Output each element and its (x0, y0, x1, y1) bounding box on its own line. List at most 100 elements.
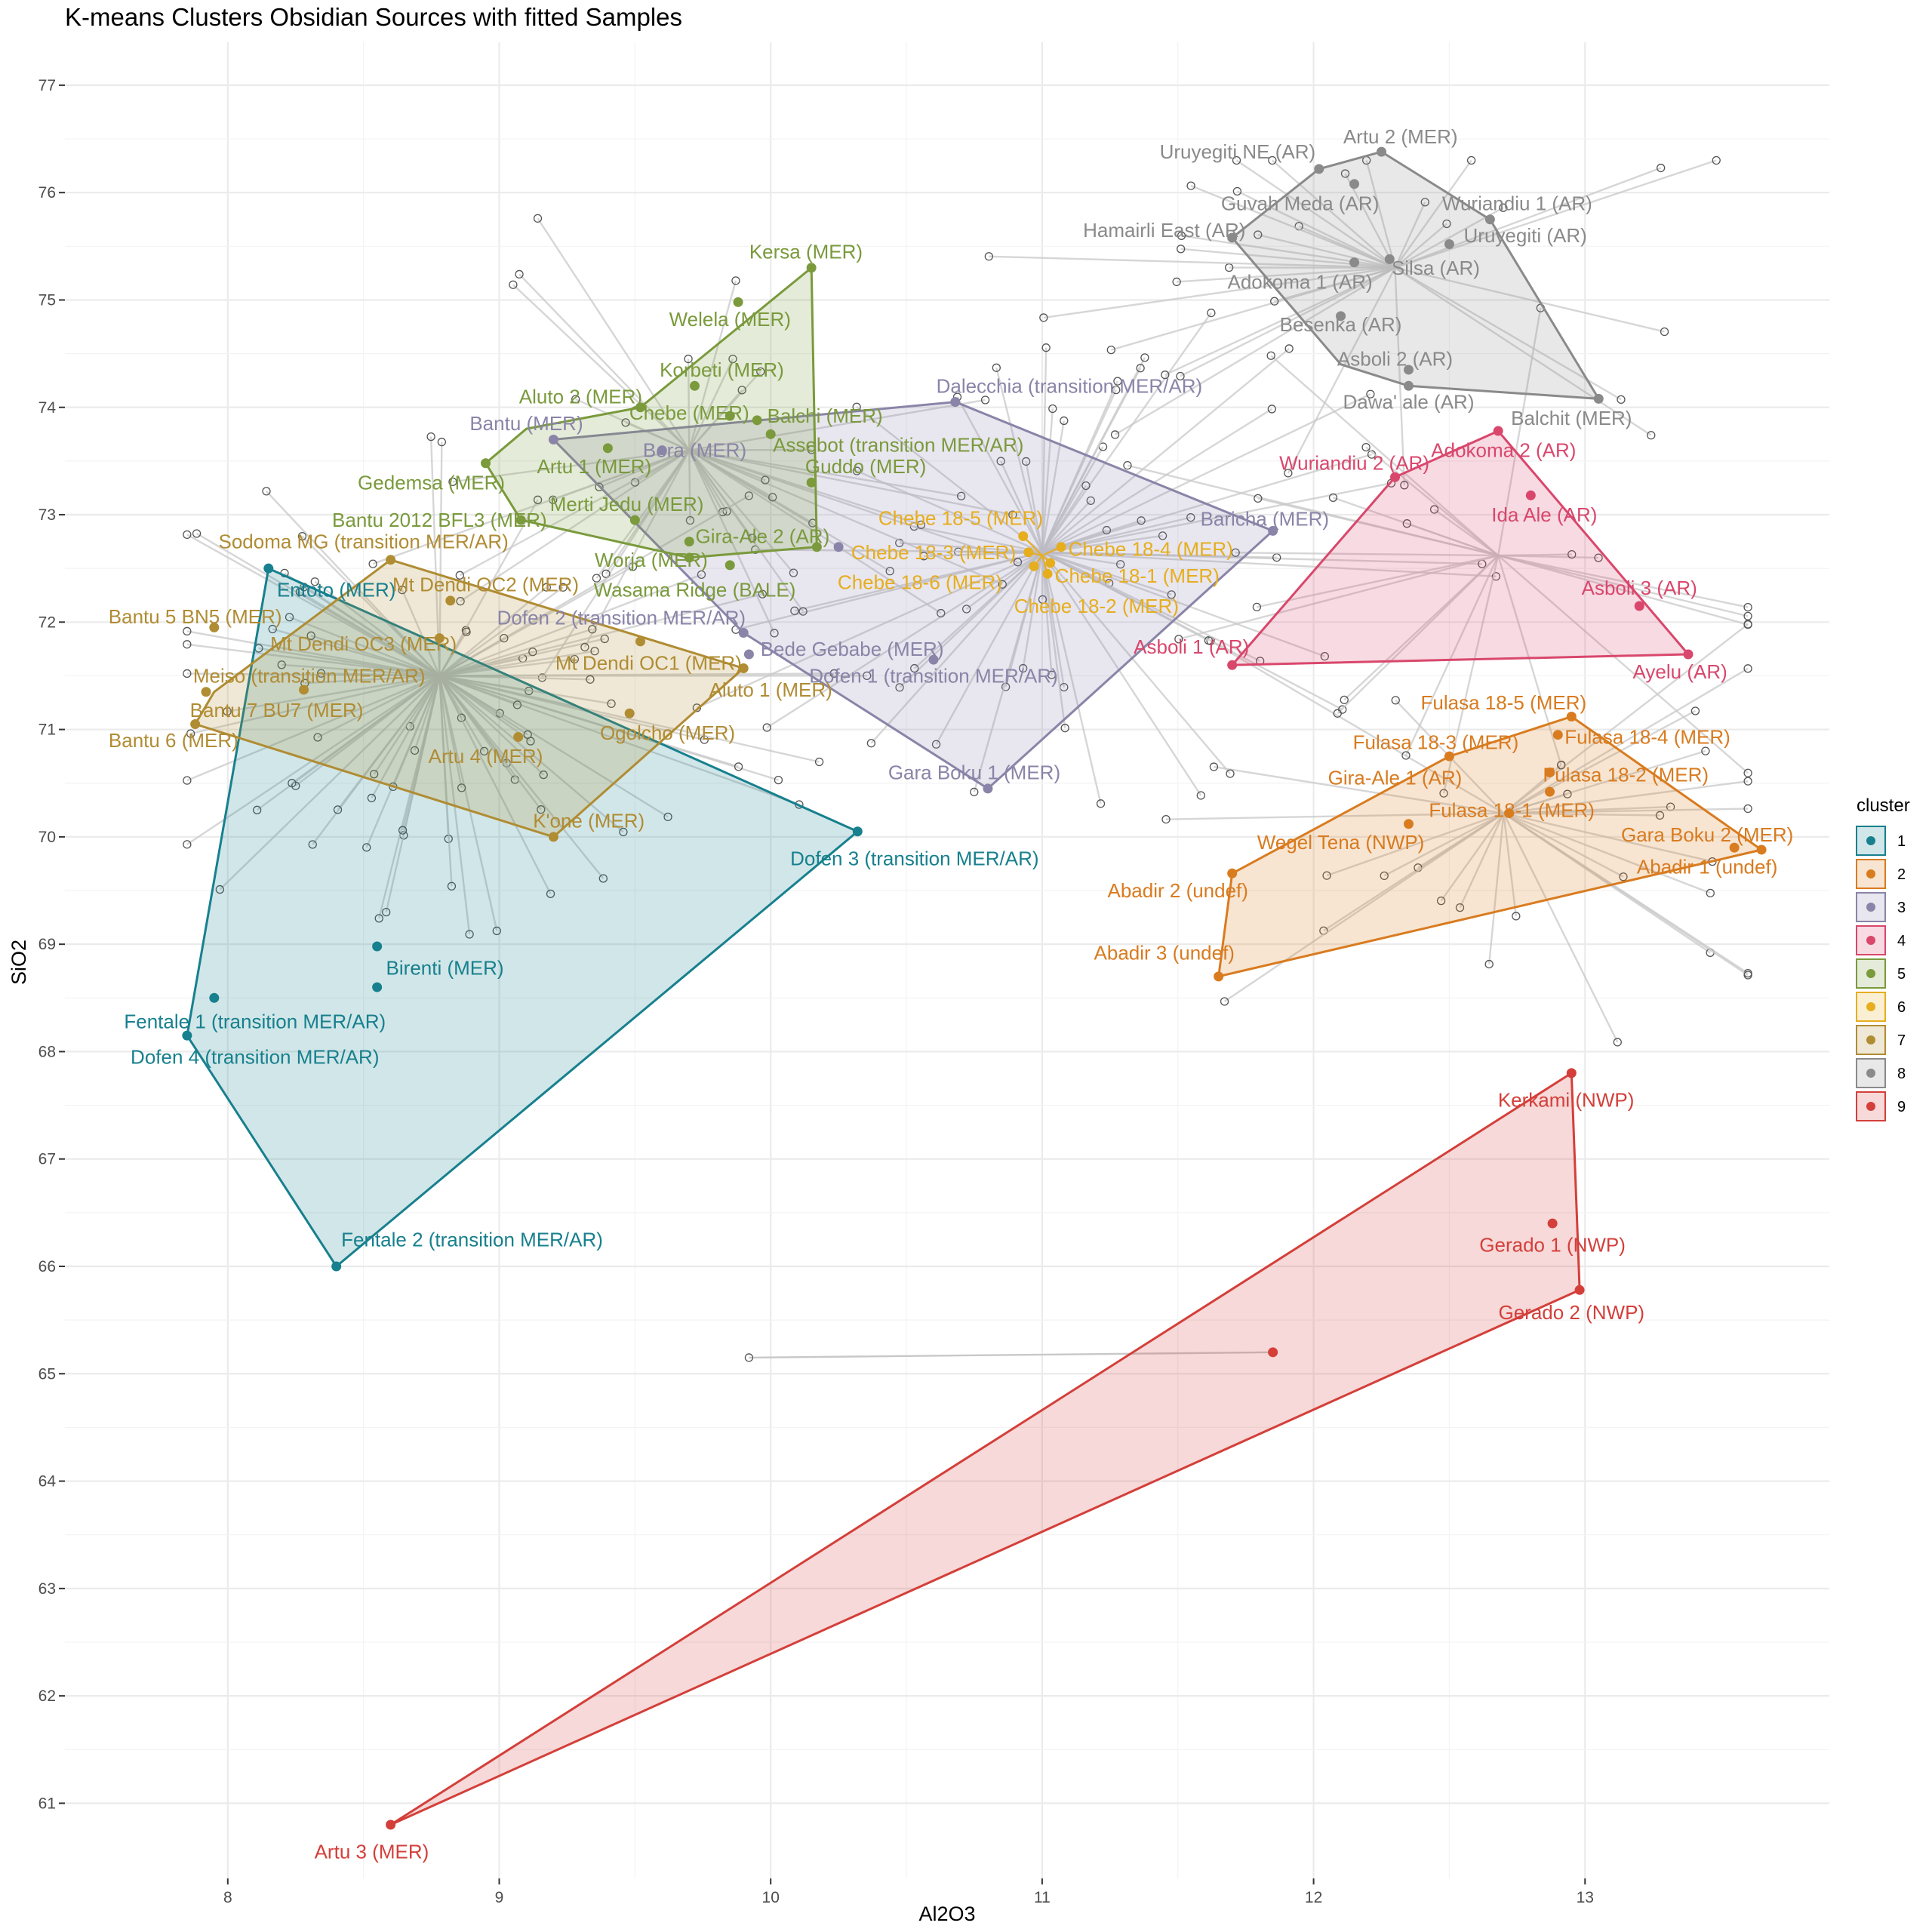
fitted-sample-point (183, 776, 192, 785)
fit-spoke (914, 525, 1043, 554)
source-label: Dofen 1 (transition MER/AR) (809, 664, 1057, 687)
fitted-sample-point (1060, 724, 1069, 733)
fitted-sample-point (1021, 457, 1031, 466)
fitted-sample-point (1380, 871, 1389, 881)
fitted-sample-point (215, 884, 225, 894)
source-label: Uruyegiti (AR) (1464, 224, 1587, 247)
fitted-sample-point (288, 779, 297, 788)
source-label: Assebot (transition MER/AR) (773, 434, 1023, 457)
fitted-sample-point (1743, 777, 1752, 786)
source-label: Dalecchia (transition MER/AR) (937, 374, 1203, 397)
source-label: Adokoma 2 (AR) (1431, 439, 1576, 462)
fitted-sample-point (1743, 768, 1752, 777)
fit-spoke (518, 273, 691, 451)
fitted-sample-point (457, 783, 466, 792)
fit-spoke (1272, 159, 1396, 269)
fit-spoke (1394, 266, 1622, 401)
fit-spoke (1503, 813, 1619, 1043)
fit-spoke (512, 284, 691, 451)
source-point (657, 445, 667, 456)
source-point (743, 649, 754, 660)
fitted-sample-point (607, 699, 616, 709)
source-label: Gara Boku 1 (MER) (888, 761, 1060, 784)
fit-spoke (956, 396, 1043, 553)
fit-spoke (438, 675, 453, 887)
cluster-5-hull (484, 265, 818, 559)
source-label: Bantu 6 (MER) (109, 729, 238, 752)
fitted-sample-point (1196, 791, 1205, 800)
source-label: Fentale 1 (transition MER/AR) (124, 1011, 386, 1033)
fitted-sample-point (186, 729, 195, 738)
fit-spoke (459, 449, 690, 577)
source-point (1045, 558, 1056, 568)
fitted-sample-point (1102, 525, 1112, 535)
source-point (209, 992, 220, 1003)
fitted-sample-point (398, 826, 408, 835)
fitted-sample-point (619, 827, 628, 837)
y-tick-label: 72 (38, 614, 56, 631)
fit-spoke (317, 675, 440, 739)
source-label: Merti Jedu (MER) (550, 493, 704, 515)
source-point (1566, 712, 1577, 722)
fitted-sample-point (268, 624, 277, 634)
fitted-sample-point (1743, 664, 1752, 673)
fit-spoke (1503, 780, 1749, 814)
fitted-sample-point (1402, 519, 1411, 528)
fit-spoke (687, 358, 691, 451)
fitted-sample-point (1499, 203, 1508, 212)
fitted-sample-point (306, 631, 315, 640)
fit-spoke (190, 675, 440, 735)
fitted-sample-point (1484, 959, 1494, 969)
fitted-sample-point (863, 671, 872, 680)
legend-key-dot (1866, 903, 1875, 912)
fitted-sample-point (1207, 308, 1216, 318)
source-label: Chebe (MER) (629, 401, 749, 424)
source-point (372, 982, 383, 992)
fit-spoke (460, 449, 690, 602)
fit-spoke (1223, 812, 1505, 1002)
source-label: Wuriandiu 1 (AR) (1442, 192, 1592, 214)
source-point (950, 397, 961, 408)
fit-spoke (1406, 522, 1499, 557)
source-point (1444, 751, 1454, 761)
source-point (1552, 730, 1563, 740)
fit-spoke (537, 217, 691, 451)
source-point (372, 941, 383, 952)
source-point (1384, 254, 1395, 264)
fitted-sample-point (1204, 635, 1214, 645)
fit-spoke (371, 675, 441, 799)
fit-spoke (392, 675, 441, 787)
fit-spoke (1041, 500, 1092, 553)
fitted-sample-point (761, 475, 770, 485)
fit-spoke (995, 368, 1044, 553)
fitted-sample-point (1567, 549, 1577, 559)
fit-spoke (401, 589, 441, 676)
source-point (299, 685, 309, 695)
source-point (852, 826, 863, 837)
fit-spoke (688, 449, 1003, 586)
source-label: Fentale 2 (transition MER/AR) (341, 1228, 603, 1251)
fitted-sample-point (1563, 789, 1572, 798)
source-label: Aluto 2 (MER) (519, 386, 642, 408)
source-point (733, 297, 743, 307)
fitted-sample-point (866, 739, 876, 748)
source-point (548, 832, 558, 842)
source-label: Abadir 1 (undef) (1637, 856, 1777, 878)
fit-spoke (258, 647, 440, 677)
fitted-sample-point (1019, 663, 1028, 673)
fit-spoke (605, 449, 691, 574)
source-point (1729, 842, 1740, 853)
fitted-sample-point (1048, 404, 1057, 414)
fitted-sample-point (758, 589, 767, 598)
source-label: Asboli 3 (AR) (1582, 577, 1697, 599)
fitted-sample-point (1232, 155, 1241, 165)
fit-spoke (688, 450, 691, 521)
fit-spoke (1041, 516, 1192, 554)
fitted-sample-point (1008, 510, 1017, 519)
fit-spoke (689, 449, 1014, 516)
fit-spoke (1041, 368, 1142, 553)
fit-spoke (1503, 813, 1518, 917)
fit-spoke (304, 675, 440, 685)
fitted-sample-point (183, 530, 192, 540)
